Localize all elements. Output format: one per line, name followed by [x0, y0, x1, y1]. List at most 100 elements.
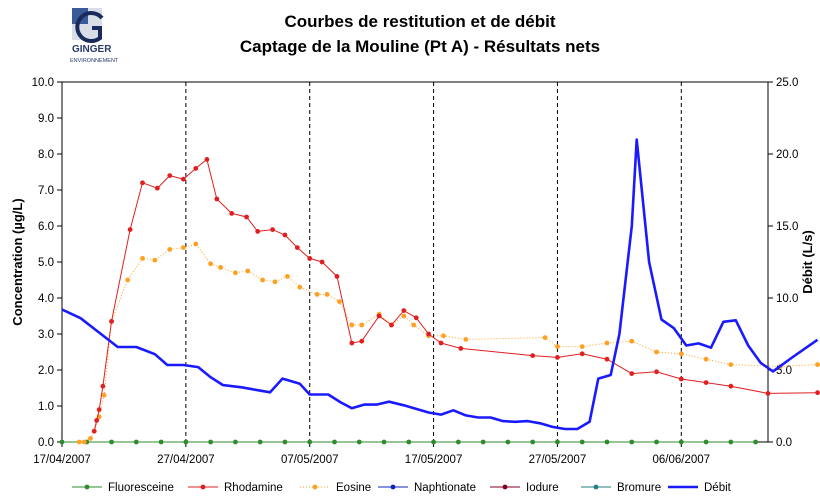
y2-tick-label: 25.0: [776, 77, 798, 89]
data-point-rhodamine: [91, 428, 97, 434]
data-point-rhodamine: [815, 390, 820, 396]
data-point-rhodamine: [728, 383, 734, 389]
data-point-eosine: [193, 241, 199, 247]
data-point-rhodamine: [376, 313, 382, 319]
data-point-fluoresceine: [555, 439, 560, 445]
data-point-rhodamine: [307, 256, 313, 261]
data-point-fluoresceine: [629, 439, 635, 445]
series-layer: [59, 138, 820, 445]
data-point-rhodamine: [629, 371, 635, 376]
data-point-fluoresceine: [654, 439, 659, 445]
data-point-fluoresceine: [530, 439, 536, 445]
data-point-rhodamine: [654, 369, 659, 375]
data-point-eosine: [359, 322, 365, 328]
data-point-eosine: [728, 362, 734, 367]
data-point-eosine: [678, 351, 684, 357]
data-point-fluoresceine: [332, 439, 337, 445]
series-rhodamine: [91, 157, 820, 434]
legend-label: Bromure: [617, 482, 661, 494]
grid: [185, 82, 682, 442]
y-tick-label: 4.0: [38, 293, 54, 305]
data-point-fluoresceine: [133, 439, 139, 445]
data-point-rhodamine: [100, 383, 106, 389]
logo-g-mark: [75, 11, 104, 44]
data-point-rhodamine: [229, 211, 235, 216]
data-point-rhodamine: [204, 157, 210, 162]
y-tick-label: 1.0: [38, 401, 54, 413]
data-point-eosine: [233, 270, 238, 276]
data-point-eosine: [349, 322, 355, 328]
data-point-eosine: [324, 292, 330, 297]
y-axis-label: Concentration (µg/L): [10, 198, 25, 325]
data-point-fluoresceine: [579, 439, 585, 445]
data-point-rhodamine: [555, 355, 560, 360]
data-point-fluoresceine: [678, 439, 684, 445]
x-tick-label: 27/04/2007: [157, 454, 215, 466]
legend-label: Naphtionate: [414, 482, 476, 494]
legend-marker: [200, 484, 206, 490]
data-point-rhodamine: [334, 274, 340, 279]
legend-label: Débit: [704, 482, 732, 494]
data-point-eosine: [245, 268, 251, 274]
chart-subtitle: Captage de la Mouline (Pt A) - Résultats…: [239, 37, 601, 56]
series-fluoresceine: [59, 439, 759, 445]
y2-tick-label: 15.0: [776, 221, 798, 233]
data-point-fluoresceine: [282, 439, 288, 445]
data-point-fluoresceine: [183, 439, 189, 445]
data-point-rhodamine: [579, 351, 585, 357]
data-point-rhodamine: [214, 196, 220, 202]
legend-label: Eosine: [336, 482, 371, 494]
data-point-fluoresceine: [307, 439, 313, 445]
legend-marker: [593, 484, 599, 490]
data-point-rhodamine: [140, 180, 145, 186]
data-point-fluoresceine: [505, 439, 511, 445]
data-point-fluoresceine: [728, 439, 734, 445]
series-line-eosine: [79, 243, 818, 443]
data-point-rhodamine: [180, 176, 186, 182]
data-point-rhodamine: [270, 227, 275, 233]
x-tick-label: 17/05/2007: [405, 454, 463, 466]
data-point-eosine: [88, 436, 93, 441]
data-point-rhodamine: [109, 319, 114, 324]
data-point-fluoresceine: [158, 439, 164, 445]
data-point-eosine: [101, 392, 107, 398]
data-point-rhodamine: [413, 315, 419, 321]
y-tick-label: 8.0: [38, 149, 54, 161]
data-point-rhodamine: [765, 391, 771, 396]
legend-marker: [312, 484, 318, 490]
data-point-eosine: [441, 333, 446, 339]
ginger-logo: GINGER ENVIRONNEMENT: [66, 6, 126, 68]
data-point-fluoresceine: [208, 439, 214, 445]
y2-tick-label: 20.0: [776, 149, 798, 161]
data-point-eosine: [152, 257, 158, 263]
axes: [61, 81, 769, 443]
data-point-rhodamine: [703, 380, 709, 385]
x-tick-label: 07/05/2007: [281, 454, 339, 466]
data-point-rhodamine: [349, 340, 355, 346]
data-point-fluoresceine: [753, 439, 759, 445]
chart-title: Courbes de restitution et de débit: [284, 12, 556, 31]
data-point-fluoresceine: [703, 439, 709, 445]
y-tick-label: 7.0: [38, 185, 54, 197]
data-point-eosine: [272, 279, 278, 285]
data-point-fluoresceine: [431, 439, 436, 445]
x-tick-label: 27/05/2007: [529, 454, 587, 466]
data-point-rhodamine: [530, 353, 536, 358]
legend-marker: [84, 484, 90, 490]
data-point-fluoresceine: [406, 439, 412, 445]
y2-tick-label: 10.0: [776, 293, 798, 305]
plot-frame: [61, 81, 769, 443]
data-point-rhodamine: [154, 185, 160, 191]
data-point-eosine: [411, 322, 417, 328]
data-point-eosine: [815, 362, 820, 367]
data-point-eosine: [167, 247, 173, 252]
data-point-rhodamine: [294, 245, 300, 251]
data-point-rhodamine: [167, 173, 173, 179]
y-tick-label: 0.0: [38, 437, 54, 449]
data-point-rhodamine: [244, 214, 249, 220]
data-point-rhodamine: [359, 338, 365, 344]
y-axis-ticks: 0.0 1.0 2.0 3.0 4.0 5.0 6.0 7.0 8.0 9.0 10.0: [32, 77, 62, 449]
y-tick-label: 10.0: [32, 77, 54, 89]
legend-marker: [502, 484, 508, 490]
data-point-fluoresceine: [233, 439, 238, 445]
